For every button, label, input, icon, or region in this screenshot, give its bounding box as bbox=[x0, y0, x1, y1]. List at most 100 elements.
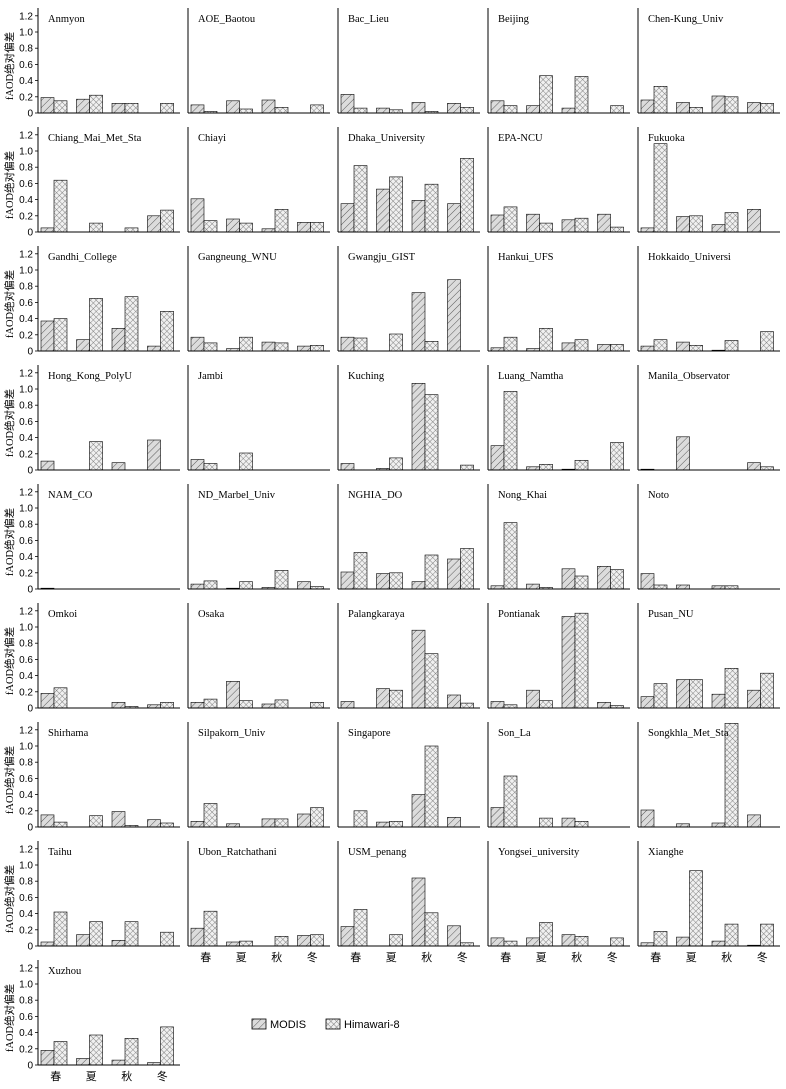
bar-himawari bbox=[424, 394, 439, 471]
bar-modis bbox=[447, 103, 461, 114]
bar-himawari bbox=[539, 75, 553, 114]
bar-himawari bbox=[239, 700, 253, 709]
panel-title: Xuzhou bbox=[48, 966, 82, 977]
panel-title: Luang_Namtha bbox=[498, 371, 564, 382]
panel-usm-penang: USM_penang 春 夏 秋 冬 bbox=[337, 841, 480, 964]
bar-himawari bbox=[724, 340, 739, 352]
legend-label-modis: MODIS bbox=[270, 1019, 306, 1031]
panel-title: Anmyon bbox=[48, 14, 86, 25]
y-tick-label: 0.2 bbox=[19, 925, 33, 936]
panel-luang-namtha: Luang_Namtha bbox=[487, 365, 630, 471]
bar-himawari bbox=[574, 459, 589, 471]
bar-modis bbox=[111, 103, 126, 114]
panel-title: Songkhla_Met_Sta bbox=[648, 728, 729, 739]
y-tick-label: 0.6 bbox=[19, 893, 33, 904]
panel-noto: Noto bbox=[637, 484, 780, 590]
bar-modis bbox=[111, 701, 126, 709]
y-tick-label: 0.6 bbox=[19, 60, 33, 71]
bar-himawari bbox=[503, 391, 518, 471]
panel-title: Beijing bbox=[498, 14, 530, 25]
bar-modis bbox=[561, 219, 576, 233]
y-tick-label: 0.6 bbox=[19, 536, 33, 547]
bar-modis bbox=[40, 97, 55, 114]
bar-modis bbox=[490, 214, 505, 233]
panel-title: Dhaka_University bbox=[348, 133, 426, 144]
bar-himawari bbox=[539, 327, 553, 352]
panel-title: NGHIA_DO bbox=[348, 490, 403, 501]
y-tick-label: 0.6 bbox=[19, 1012, 33, 1023]
panel-songkhla-met-sta: Songkhla_Met_Sta bbox=[637, 722, 780, 828]
bar-modis bbox=[561, 817, 576, 828]
y-tick-label: 0.2 bbox=[19, 568, 33, 579]
x-tick-label: 冬 bbox=[607, 950, 618, 964]
panel-title: Ubon_Ratchathani bbox=[198, 847, 277, 858]
panel-gandhi-college: Gandhi_College 0 0.2 0.4 0.6 0.8 1.0 1.2fAOD绝对偏… bbox=[3, 246, 180, 358]
panel-title: Noto bbox=[648, 490, 669, 501]
panel-palangkaraya: Palangkaraya bbox=[337, 603, 480, 709]
x-tick-label: 秋 bbox=[571, 950, 582, 964]
panel-osaka: Osaka bbox=[187, 603, 330, 709]
x-tick-label: 夏 bbox=[686, 951, 697, 964]
bar-modis bbox=[340, 701, 355, 709]
bar-himawari bbox=[724, 923, 739, 947]
bar-himawari bbox=[653, 584, 668, 590]
panel-title: Nong_Khai bbox=[498, 490, 547, 501]
bar-modis bbox=[711, 693, 726, 709]
y-tick-label: 1.0 bbox=[19, 147, 33, 158]
bar-modis bbox=[190, 701, 205, 709]
y-tick-label: 0.4 bbox=[19, 195, 33, 206]
bar-himawari bbox=[610, 226, 624, 233]
bar-modis bbox=[640, 99, 655, 114]
bar-modis bbox=[190, 459, 205, 471]
y-axis-label: fAOD绝对偏差 bbox=[3, 508, 16, 576]
x-tick-label: 冬 bbox=[457, 950, 468, 964]
bar-modis bbox=[490, 807, 505, 828]
bar-himawari bbox=[653, 143, 668, 233]
y-tick-label: 0.4 bbox=[19, 314, 33, 325]
bar-himawari bbox=[460, 548, 474, 590]
bar-himawari bbox=[724, 212, 739, 233]
bar-himawari bbox=[53, 821, 68, 828]
bar-modis bbox=[747, 814, 761, 828]
x-tick-label: 夏 bbox=[86, 1070, 97, 1083]
bar-modis bbox=[411, 200, 426, 233]
bar-modis bbox=[226, 100, 240, 114]
y-tick-label: 0.6 bbox=[19, 655, 33, 666]
y-tick-label: 0.2 bbox=[19, 806, 33, 817]
x-tick-label: 春 bbox=[500, 951, 511, 964]
panel-title: NAM_CO bbox=[48, 490, 93, 501]
bar-modis bbox=[711, 940, 726, 947]
y-tick-label: 0.6 bbox=[19, 179, 33, 190]
x-tick-label: 夏 bbox=[236, 951, 247, 964]
bar-modis bbox=[747, 689, 761, 709]
panel-title: Silpakorn_Univ bbox=[198, 728, 266, 739]
x-tick-label: 秋 bbox=[271, 950, 282, 964]
bar-modis bbox=[40, 1050, 55, 1066]
bar-modis bbox=[676, 436, 690, 471]
panel-hankui-ufs: Hankui_UFS bbox=[487, 246, 630, 352]
y-tick-label: 1.2 bbox=[19, 844, 33, 855]
bar-himawari bbox=[239, 452, 253, 471]
bar-himawari bbox=[274, 818, 289, 828]
bar-himawari bbox=[274, 107, 289, 114]
bar-modis bbox=[190, 198, 205, 233]
panel-title: Yongsei_university bbox=[498, 847, 580, 858]
panel-title: Xianghe bbox=[648, 847, 684, 858]
bar-modis bbox=[640, 573, 655, 590]
bar-modis bbox=[490, 445, 505, 471]
bar-himawari bbox=[653, 683, 668, 709]
bar-modis bbox=[490, 701, 505, 709]
bar-himawari bbox=[460, 158, 474, 233]
bar-himawari bbox=[610, 344, 624, 352]
bar-himawari bbox=[124, 103, 139, 114]
bar-modis bbox=[747, 102, 761, 114]
y-tick-label: 0.6 bbox=[19, 417, 33, 428]
y-axis-label: fAOD绝对偏差 bbox=[3, 627, 16, 695]
bar-modis bbox=[340, 336, 355, 352]
bar-modis bbox=[261, 341, 276, 352]
y-tick-label: 0.4 bbox=[19, 433, 33, 444]
bar-modis bbox=[711, 95, 726, 114]
bar-himawari bbox=[239, 940, 253, 947]
